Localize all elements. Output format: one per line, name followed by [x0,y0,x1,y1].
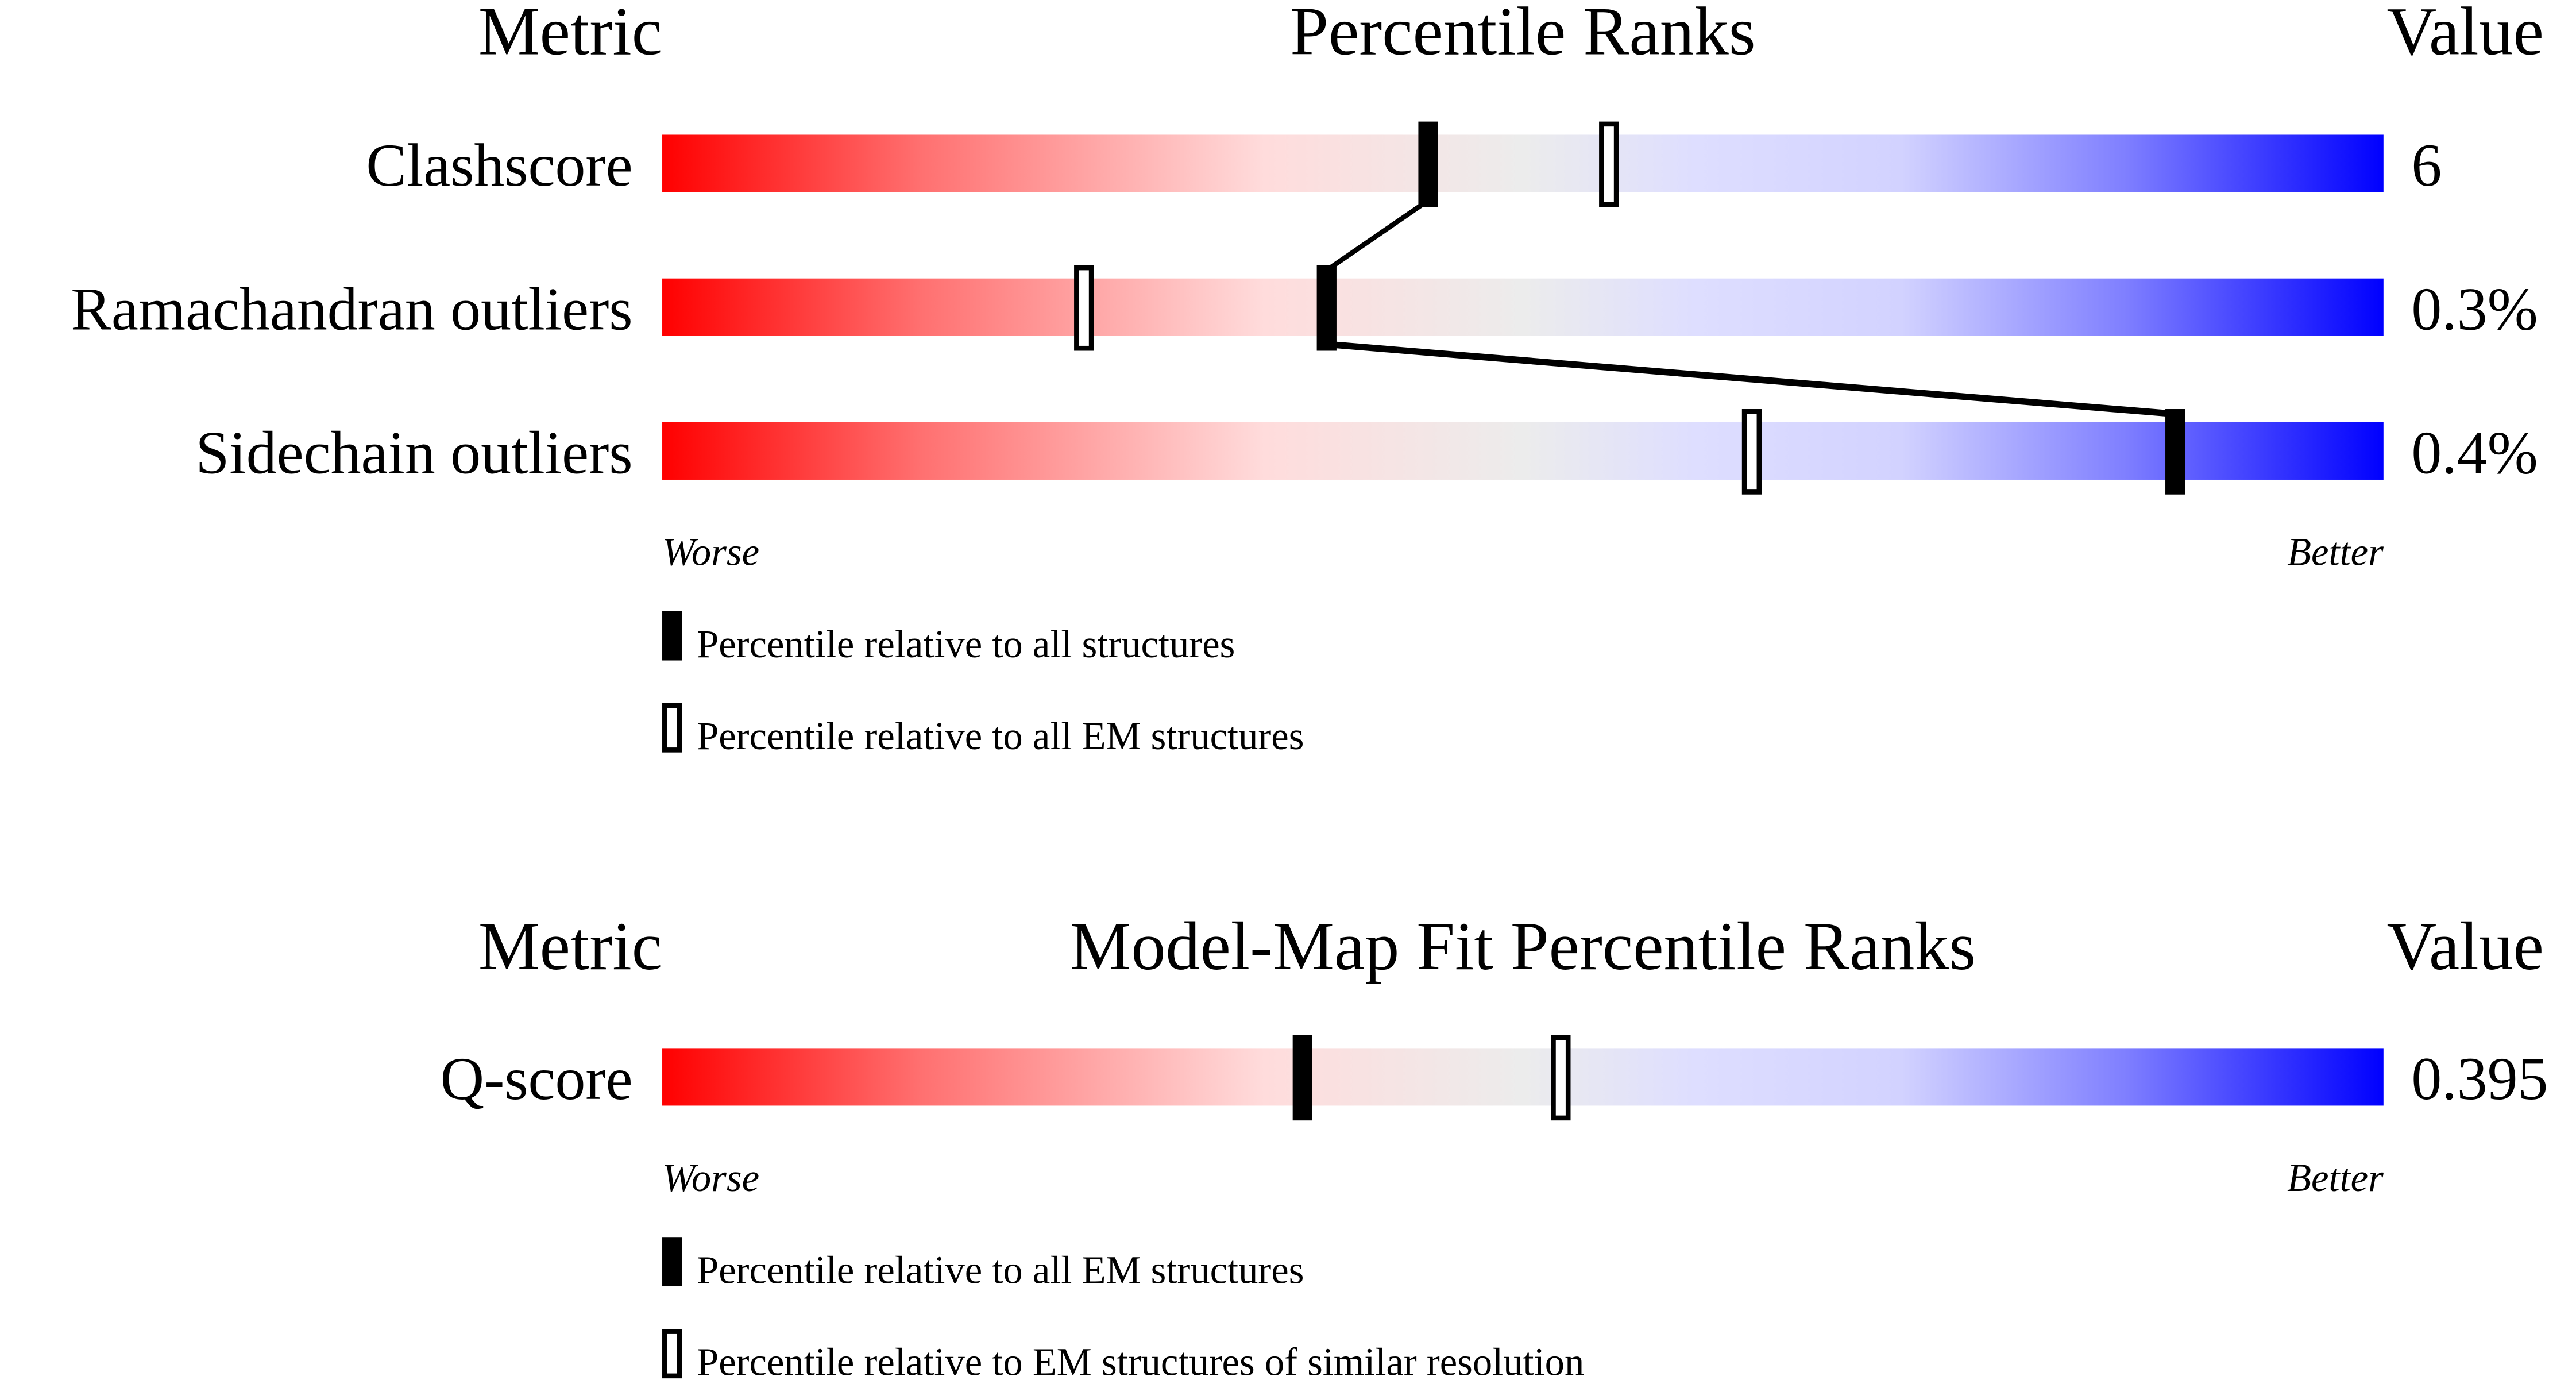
metric-label: Clashscore [366,132,632,199]
percentile-marker-open [1551,1035,1571,1121]
percentile-marker-open [1741,409,1762,495]
metric-label: Ramachandran outliers [71,275,632,342]
percentile-marker-filled [2165,409,2185,495]
percentile-marker-open [1074,265,1094,351]
percentile-bar [662,134,2384,192]
connector-line [1325,198,1430,272]
percentile-bar [662,422,2384,480]
legend-open-marker [662,1329,682,1379]
metric-value: 0.4% [2411,419,2538,487]
legend-filled-label: Percentile relative to all structures [697,622,1235,666]
legend-open-label: Percentile relative to all EM structures [697,714,1304,758]
chart-title: Model-Map Fit Percentile Ranks [1070,908,1976,984]
percentile-bar [662,1048,2384,1106]
chart-title: Percentile Ranks [1290,0,1755,69]
percentile-marker-filled [1316,265,1337,351]
percentile-marker-filled [1418,121,1438,207]
value-header: Value [2387,0,2544,69]
worse-label: Worse [662,530,759,574]
percentile-marker-filled [1292,1035,1312,1121]
percentile-bar [662,278,2384,336]
metric-value: 0.3% [2411,275,2538,342]
metric-header: Metric [478,908,662,984]
better-label: Better [2287,530,2384,574]
metric-value: 6 [2411,132,2442,199]
legend-filled-label: Percentile relative to all EM structures [697,1248,1304,1292]
metric-label: Q-score [441,1045,633,1112]
metric-value: 0.395 [2411,1045,2548,1112]
percentile-marker-open [1599,121,1619,207]
legend-filled-marker [662,1237,682,1287]
legend-open-label: Percentile relative to EM structures of … [697,1340,1584,1380]
worse-label: Worse [662,1156,759,1200]
legend-filled-marker [662,611,682,661]
metric-label: Sidechain outliers [196,419,633,487]
connector-line [1326,341,2176,418]
better-label: Better [2287,1156,2384,1200]
legend-open-marker [662,703,682,753]
value-header: Value [2387,908,2544,984]
metric-header: Metric [478,0,662,69]
